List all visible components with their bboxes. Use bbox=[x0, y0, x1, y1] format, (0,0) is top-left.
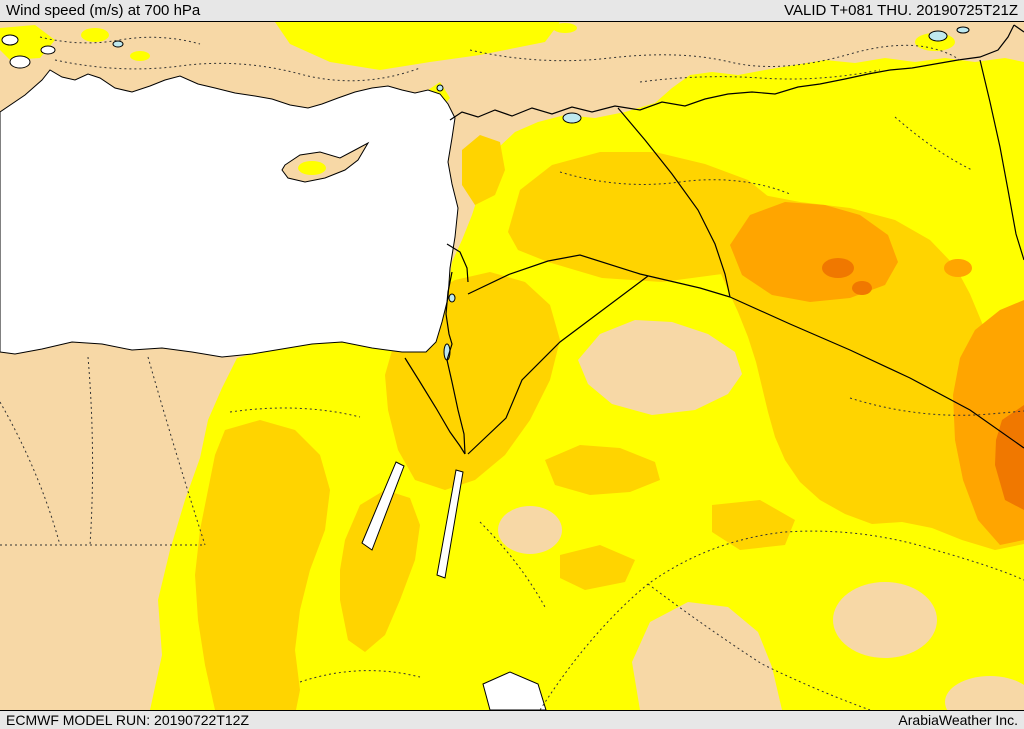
gold-west-syria bbox=[462, 135, 505, 205]
tan-hole-small bbox=[498, 506, 562, 554]
border-turkey-northeast bbox=[1013, 24, 1024, 33]
gold-small-south bbox=[560, 545, 635, 590]
orange-north-iraq bbox=[730, 202, 898, 302]
tan-hole-corner bbox=[945, 676, 1024, 710]
map-footer: ECMWF MODEL RUN: 20190722T12Z ArabiaWeat… bbox=[0, 710, 1024, 729]
gold-egypt-nile bbox=[195, 420, 330, 710]
border-turkey-south bbox=[449, 24, 1015, 121]
gulf-of-aqaba bbox=[436, 469, 464, 579]
aegean-island bbox=[1, 34, 19, 46]
aegean-island bbox=[9, 55, 31, 69]
sea-of-galilee bbox=[448, 293, 456, 303]
mediterranean-sea bbox=[0, 69, 459, 358]
aegean-island bbox=[40, 45, 56, 55]
border-lebanon bbox=[446, 243, 469, 283]
cyprus-yellow-patch bbox=[298, 161, 326, 175]
lake bbox=[562, 112, 582, 124]
border-syria-iraq bbox=[617, 107, 731, 298]
credit-label: ArabiaWeather Inc. bbox=[898, 711, 1018, 728]
lake bbox=[956, 26, 970, 34]
tan-hole-south bbox=[632, 602, 782, 710]
map-header: Wind speed (m/s) at 700 hPa VALID T+081 … bbox=[0, 0, 1024, 22]
lake bbox=[928, 30, 948, 42]
gold-sinai bbox=[340, 490, 420, 652]
gold-small-central bbox=[712, 500, 795, 550]
weather-map bbox=[0, 22, 1024, 710]
contour-deep-orange-regions bbox=[822, 258, 1024, 510]
yellow-anatolia-band bbox=[275, 22, 560, 70]
border-jordan-saudi bbox=[467, 275, 649, 455]
border-iraq-iran bbox=[979, 59, 1024, 261]
tan-hole-southeast bbox=[833, 582, 937, 658]
red-sea-tip bbox=[482, 671, 547, 710]
contour-tan-holes bbox=[498, 320, 1024, 710]
water-bodies bbox=[0, 26, 970, 710]
valid-time-label: VALID T+081 THU. 20190725T21Z bbox=[784, 1, 1018, 19]
admin-boundaries-dotted bbox=[0, 36, 1024, 710]
tan-hole-syrian-desert bbox=[578, 320, 742, 415]
border-jordan-north bbox=[467, 254, 731, 298]
border-iraq-saudi bbox=[729, 296, 1024, 449]
lake bbox=[436, 84, 444, 92]
map-area bbox=[0, 22, 1024, 710]
model-run-label: ECMWF MODEL RUN: 20190722T12Z bbox=[6, 711, 249, 728]
gulf-of-suez bbox=[361, 461, 405, 551]
country-borders bbox=[404, 24, 1024, 455]
border-jordan-valley bbox=[445, 271, 466, 455]
orange-spot bbox=[944, 259, 972, 277]
page-title: Wind speed (m/s) at 700 hPa bbox=[6, 1, 201, 19]
border-egypt-israel bbox=[404, 357, 466, 455]
gold-saudi-west bbox=[545, 445, 660, 495]
lake bbox=[112, 40, 124, 48]
